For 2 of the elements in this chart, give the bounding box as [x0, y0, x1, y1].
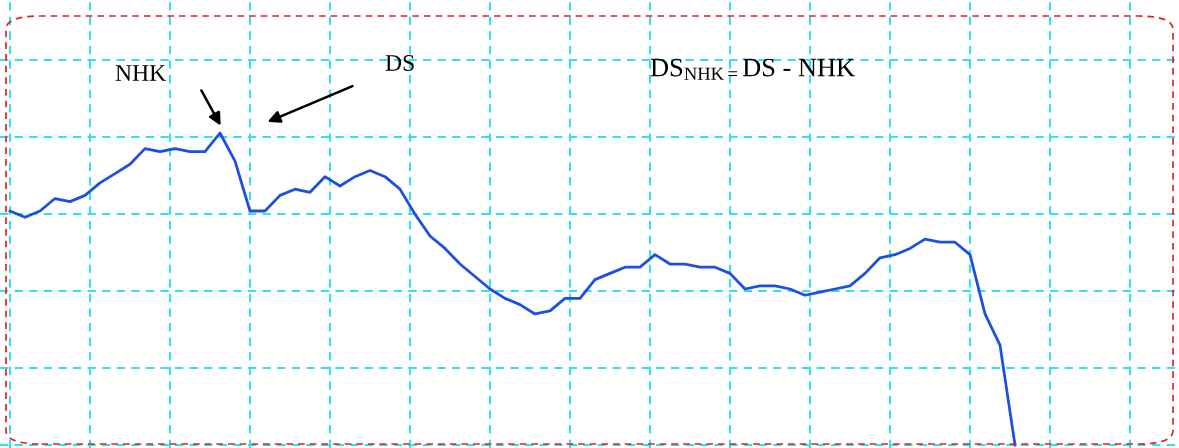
text: NHK [115, 65, 166, 81]
text: DS$_{NHK=}$DS - NHK [650, 58, 855, 80]
